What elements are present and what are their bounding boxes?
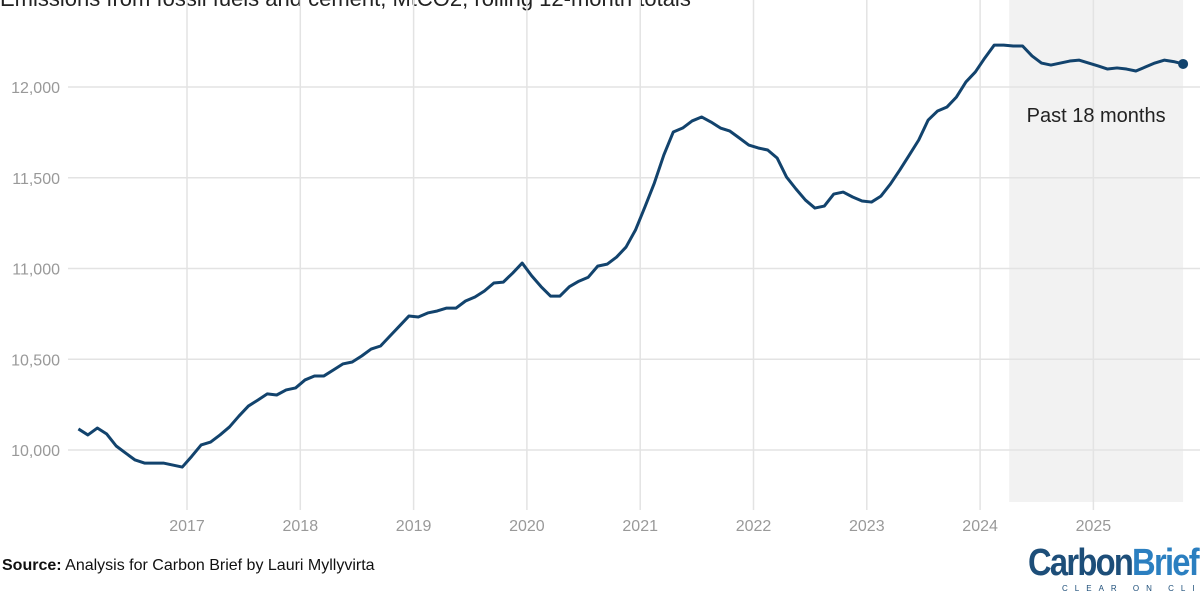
y-tick-label: 11,500 bbox=[12, 171, 60, 188]
shaded-region bbox=[1009, 0, 1184, 502]
x-tick-label: 2018 bbox=[283, 518, 319, 535]
x-tick-label: 2025 bbox=[1076, 518, 1112, 535]
x-tick-label: 2021 bbox=[622, 518, 658, 535]
x-tick-label: 2023 bbox=[849, 518, 885, 535]
y-tick-label: 10,000 bbox=[11, 443, 60, 460]
x-tick-label: 2020 bbox=[509, 518, 545, 535]
x-tick-label: 2024 bbox=[962, 518, 998, 535]
source-text: Analysis for Carbon Brief by Lauri Mylly… bbox=[61, 557, 375, 574]
x-tick-label: 2017 bbox=[169, 518, 205, 535]
x-tick-label: 2019 bbox=[396, 518, 432, 535]
logo-tagline: CLEAR ON CLIMATE bbox=[1062, 584, 1200, 593]
logo-part1: Carbon bbox=[1028, 542, 1134, 584]
annotation-label: Past 18 months bbox=[1027, 105, 1166, 127]
emissions-line bbox=[77, 43, 1184, 469]
logo-part2: Brief bbox=[1132, 542, 1200, 584]
latest-point-marker bbox=[1178, 58, 1189, 69]
source-note: Source: Analysis for Carbon Brief by Lau… bbox=[2, 557, 375, 575]
y-tick-label: 10,500 bbox=[11, 352, 60, 369]
y-tick-label: 11,000 bbox=[12, 262, 60, 279]
carbon-brief-logo: CarbonBrief CLEAR ON CLIMATE bbox=[1028, 544, 1200, 593]
source-label: Source: bbox=[2, 557, 62, 574]
x-tick-label: 2022 bbox=[736, 518, 772, 535]
y-tick-label: 12,000 bbox=[11, 80, 60, 97]
chart-title: Emissions from fossil fuels and cement, … bbox=[0, 0, 691, 12]
